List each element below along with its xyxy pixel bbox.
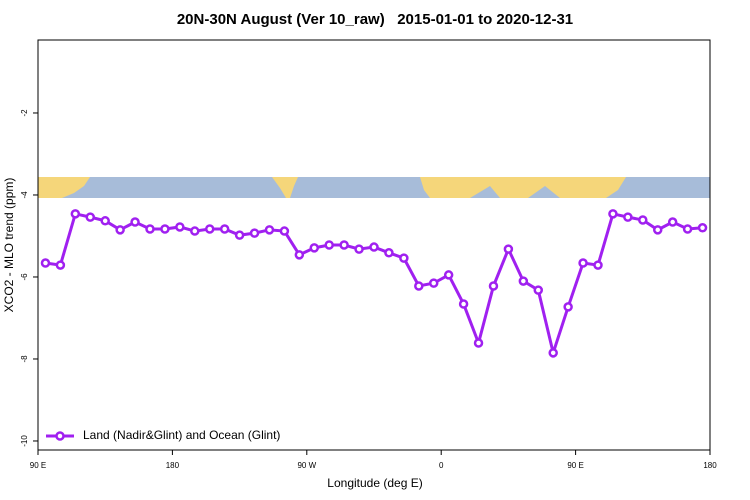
x-tick-label: 90 E (30, 461, 46, 470)
data-point (309, 243, 320, 253)
y-tick-label: -4 (20, 191, 29, 199)
data-point (85, 212, 96, 222)
y-tick-label: -10 (20, 435, 29, 447)
data-point (563, 302, 573, 312)
data-point (264, 225, 275, 235)
data-point (638, 215, 648, 225)
x-tick-label: 180 (703, 461, 717, 470)
x-tick-label: 0 (439, 461, 444, 470)
data-point (384, 248, 394, 258)
data-point (145, 224, 155, 234)
data-point (473, 338, 484, 348)
y-axis-label: XCO2 - MLO trend (ppm) (2, 178, 16, 313)
x-tick-label: 180 (166, 461, 180, 470)
series-line (45, 212, 703, 359)
data-point (414, 281, 424, 291)
data-point (324, 240, 334, 250)
data-point (518, 276, 529, 286)
data-point (697, 223, 708, 233)
data-point (115, 225, 125, 235)
data-point (130, 217, 140, 227)
data-point (175, 222, 185, 232)
data-point (428, 278, 439, 288)
data-point (488, 281, 499, 291)
legend-label: Land (Nadir&Glint) and Ocean (Glint) (83, 428, 280, 442)
data-point (578, 258, 588, 268)
data-point (294, 250, 305, 260)
data-point (682, 224, 693, 234)
data-point (548, 348, 558, 358)
data-point (55, 260, 66, 270)
data-point (160, 224, 170, 234)
data-point (608, 209, 618, 219)
data-point (40, 258, 51, 268)
x-axis-label: Longitude (deg E) (327, 476, 422, 490)
data-point (190, 226, 200, 236)
x-tick-label: 90 E (567, 461, 583, 470)
map-strip (38, 177, 710, 198)
data-point (249, 228, 260, 238)
plot-frame (37, 39, 711, 451)
y-tick-label: -8 (20, 355, 29, 363)
chart-title: 20N-30N August (Ver 10_raw) 2015-01-01 t… (177, 11, 573, 28)
data-point (234, 230, 245, 240)
data-point (623, 212, 633, 222)
y-tick-label: -6 (20, 273, 29, 281)
data-point (339, 240, 349, 250)
data-point (204, 224, 215, 234)
y-tick-label: -2 (20, 109, 29, 117)
data-point (652, 225, 663, 235)
data-point (70, 209, 81, 219)
data-point (219, 224, 230, 234)
data-point (593, 260, 603, 270)
data-point (100, 216, 110, 226)
x-tick-label: 90 W (297, 461, 316, 470)
data-point (667, 217, 678, 227)
data-point (354, 244, 364, 254)
data-point (399, 253, 409, 263)
data-point (533, 285, 544, 295)
data-point (503, 244, 514, 254)
data-point (443, 270, 454, 280)
data-point (369, 242, 379, 252)
data-point (458, 299, 469, 309)
legend-marker (55, 431, 65, 441)
data-point (279, 226, 290, 236)
